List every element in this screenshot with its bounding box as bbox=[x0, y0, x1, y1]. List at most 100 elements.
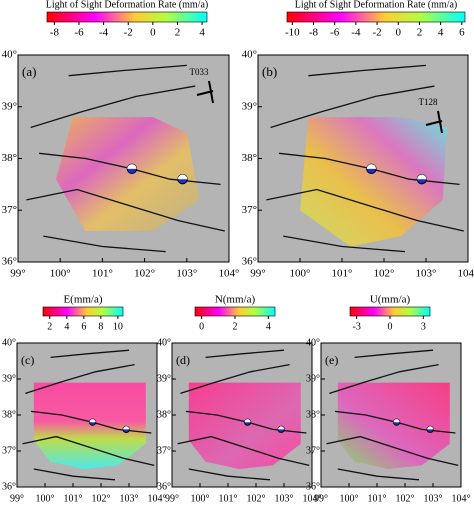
fault-line bbox=[329, 363, 439, 395]
x-tick-label: 104° bbox=[148, 493, 167, 504]
y-tick-label: 37° bbox=[242, 204, 257, 216]
y-tick-label: 40° bbox=[306, 337, 320, 348]
y-tick-label: 38° bbox=[157, 409, 171, 420]
y-tick-label: 36° bbox=[2, 481, 16, 492]
colorbar-title: Light of Sight Deformation Rate (mm/a) bbox=[46, 0, 208, 10]
colorbar-tick-label: -3 bbox=[352, 321, 360, 332]
colorbar-tick-label: 4 bbox=[438, 27, 444, 39]
panel-label: (e) bbox=[325, 353, 338, 367]
y-tick-label: 38° bbox=[242, 152, 257, 164]
x-tick-label: 104° bbox=[219, 268, 240, 280]
colorbar bbox=[194, 306, 276, 317]
x-tick-label: 102° bbox=[134, 268, 155, 280]
colorbar-tick-label: 2 bbox=[47, 321, 52, 332]
x-tick-label: 101° bbox=[332, 268, 353, 280]
fault-line bbox=[308, 64, 427, 77]
fault-line bbox=[25, 363, 135, 395]
colorbar-title: N(mm/a) bbox=[215, 294, 256, 306]
x-tick-label: 101° bbox=[92, 268, 113, 280]
x-tick-label: 102° bbox=[92, 493, 111, 504]
colorbar-tick-label: 10 bbox=[113, 321, 123, 332]
y-tick-label: 40° bbox=[157, 337, 171, 348]
fault-line bbox=[68, 64, 187, 77]
colorbar-tick-label: -8 bbox=[50, 27, 60, 39]
y-tick-label: 39° bbox=[306, 373, 320, 384]
fault-line bbox=[180, 363, 290, 395]
focal-mechanism-white bbox=[244, 419, 251, 423]
y-tick-label: 37° bbox=[2, 445, 16, 456]
y-tick-label: 39° bbox=[157, 373, 171, 384]
colorbar-tick-label: -6 bbox=[330, 27, 340, 39]
colorbar bbox=[349, 306, 431, 317]
x-tick-label: 100° bbox=[340, 493, 359, 504]
colorbar bbox=[46, 11, 208, 23]
y-tick-label: 36° bbox=[242, 256, 257, 268]
colorbar-tick-label: 4 bbox=[199, 27, 205, 39]
colorbar-tick-label: -10 bbox=[285, 27, 300, 39]
focal-mechanism-white bbox=[427, 426, 434, 430]
fault-line bbox=[354, 349, 434, 359]
fault-line bbox=[326, 435, 459, 467]
colorbar-tick-label: 8 bbox=[98, 321, 103, 332]
fault-line bbox=[177, 435, 310, 467]
y-tick-label: 36° bbox=[306, 481, 320, 492]
x-tick-label: 103° bbox=[120, 493, 139, 504]
fault-line bbox=[337, 468, 420, 481]
x-tick-label: 102° bbox=[247, 493, 266, 504]
focal-mechanism-white bbox=[417, 174, 427, 180]
panel-label: (c) bbox=[21, 353, 34, 367]
deformation-field bbox=[188, 382, 301, 469]
fault-line bbox=[50, 349, 130, 359]
y-tick-label: 38° bbox=[2, 409, 16, 420]
y-tick-label: 39° bbox=[2, 100, 17, 112]
deformation-field bbox=[337, 382, 450, 469]
colorbar-tick-label: -4 bbox=[99, 27, 109, 39]
panel-label: (a) bbox=[22, 64, 36, 79]
x-tick-label: 103° bbox=[176, 268, 197, 280]
colorbar-title: Light of Sight Deformation Rate (mm/a) bbox=[295, 0, 457, 10]
colorbar-tick-label: 6 bbox=[459, 27, 465, 39]
x-tick-label: 101° bbox=[368, 493, 387, 504]
flight-arrow bbox=[425, 120, 443, 126]
colorbar-tick-label: 4 bbox=[266, 321, 271, 332]
deformation-field bbox=[33, 382, 146, 469]
fault-line bbox=[270, 85, 435, 129]
y-tick-label: 38° bbox=[2, 152, 17, 164]
focal-mechanism-white bbox=[366, 164, 377, 169]
colorbar-tick-label: 0 bbox=[199, 321, 204, 332]
y-tick-label: 39° bbox=[2, 373, 16, 384]
colorbar bbox=[42, 306, 124, 317]
x-tick-label: 99° bbox=[10, 493, 24, 504]
x-tick-label: 99° bbox=[10, 268, 25, 280]
y-tick-label: 36° bbox=[157, 481, 171, 492]
colorbar-tick-label: 6 bbox=[81, 321, 86, 332]
focal-mechanism-white bbox=[89, 419, 96, 423]
y-tick-label: 40° bbox=[242, 49, 257, 61]
y-tick-label: 39° bbox=[242, 100, 257, 112]
x-tick-label: 100° bbox=[50, 268, 71, 280]
fault-line bbox=[26, 188, 225, 232]
fault-line bbox=[266, 188, 464, 232]
x-tick-label: 99° bbox=[314, 493, 328, 504]
colorbar-tick-label: 2 bbox=[417, 27, 423, 39]
fault-line bbox=[188, 468, 271, 481]
x-tick-label: 103° bbox=[424, 493, 443, 504]
panel-label: (b) bbox=[262, 64, 277, 79]
x-tick-label: 104° bbox=[458, 268, 474, 280]
x-tick-label: 103° bbox=[275, 493, 294, 504]
x-tick-label: 104° bbox=[303, 493, 322, 504]
x-tick-label: 100° bbox=[36, 493, 55, 504]
fault-line bbox=[205, 349, 285, 359]
colorbar-tick-label: 0 bbox=[396, 27, 402, 39]
x-tick-label: 104° bbox=[452, 493, 471, 504]
x-tick-label: 99° bbox=[165, 493, 179, 504]
panel-label: (d) bbox=[176, 353, 190, 367]
y-tick-label: 38° bbox=[306, 409, 320, 420]
focal-mechanism-white bbox=[177, 174, 188, 180]
x-tick-label: 102° bbox=[374, 268, 395, 280]
colorbar-tick-label: 0 bbox=[150, 27, 156, 39]
focal-mechanism-white bbox=[127, 164, 137, 169]
y-tick-label: 36° bbox=[2, 256, 17, 268]
y-tick-label: 37° bbox=[157, 445, 171, 456]
colorbar-tick-label: 2 bbox=[233, 321, 238, 332]
